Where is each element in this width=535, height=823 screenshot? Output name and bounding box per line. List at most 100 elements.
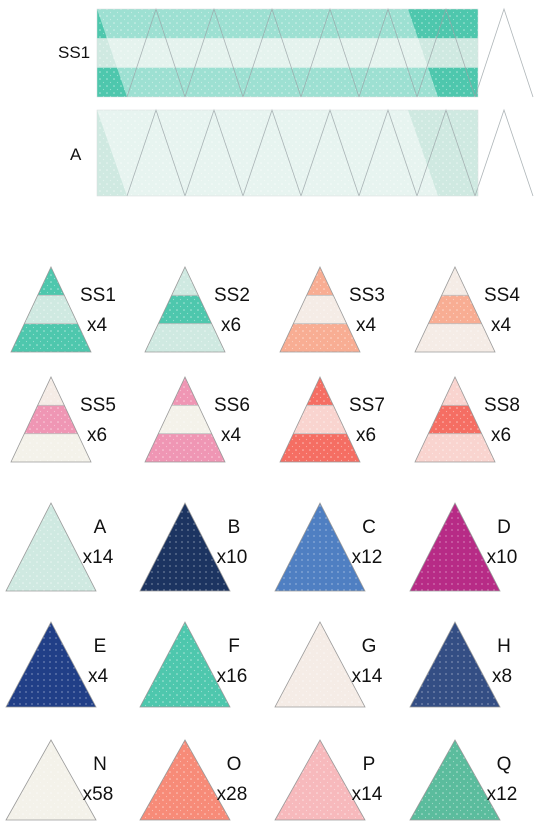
piece-label: G (362, 636, 377, 657)
piece-outline (409, 739, 501, 821)
piece-label: E (94, 636, 107, 657)
piece-label: B (228, 517, 241, 538)
piece-count: x6 (87, 425, 107, 446)
piece-outline (5, 502, 97, 592)
piece-outline (409, 502, 501, 592)
piece-label: SS6 (214, 395, 250, 416)
piece-label: F (228, 636, 240, 657)
piece-texture (11, 377, 91, 462)
piece-count: x10 (487, 547, 518, 568)
piece-label: SS5 (80, 395, 116, 416)
piece-texture (145, 267, 225, 352)
piece-texture (11, 267, 91, 352)
piece-texture (410, 622, 500, 707)
piece-texture (410, 740, 500, 820)
piece-outline (139, 621, 231, 708)
piece-outline (274, 502, 366, 592)
piece-label: SS1 (80, 285, 116, 306)
piece-outline (10, 266, 92, 353)
piece-count: x58 (83, 784, 114, 805)
piece-outline (144, 376, 226, 463)
piece-label: C (362, 517, 376, 538)
piece-count: x6 (221, 315, 241, 336)
strip-ss1: SS1 (58, 7, 534, 98)
piece-texture (6, 740, 96, 820)
piece-outline (274, 621, 366, 708)
piece-outline (414, 376, 496, 463)
piece-count: x4 (356, 315, 377, 336)
piece-outline (409, 621, 501, 708)
piece-label: A (94, 517, 107, 538)
piece-count: x8 (492, 666, 512, 687)
strip-label-a: A (70, 145, 82, 164)
strip-a-outline (96, 109, 479, 197)
piece-outline (144, 266, 226, 353)
piece-grid: SS1x4SS2x6SS3x4SS4x4SS5x6SS6x4SS7x6SS8x6… (5, 266, 520, 821)
piece-label: H (497, 636, 511, 657)
strip-ss1-overlay (97, 9, 438, 97)
piece-texture (280, 267, 360, 352)
piece-texture (275, 740, 365, 820)
piece-texture (280, 377, 360, 462)
piece-outline (139, 502, 231, 592)
piece-label: SS2 (214, 285, 250, 306)
piece-texture (140, 622, 230, 707)
piece-count: x12 (487, 784, 518, 805)
piece-texture (275, 622, 365, 707)
piece-outline (10, 376, 92, 463)
piece-label: N (93, 754, 107, 775)
piece-e: Ex4 (5, 621, 109, 708)
piece-texture (415, 267, 495, 352)
strip-a-overlay (97, 110, 438, 196)
piece-count: x6 (356, 425, 376, 446)
strip-label-ss1: SS1 (58, 43, 90, 62)
piece-outline (279, 376, 361, 463)
piece-label: O (227, 754, 242, 775)
piece-label: D (497, 517, 511, 538)
piece-h: Hx8 (409, 621, 512, 708)
strip-ss1-band-texture (97, 38, 478, 68)
piece-count: x4 (87, 315, 108, 336)
piece-count: x4 (88, 666, 109, 687)
piece-outline (274, 739, 366, 821)
piece-label: SS8 (484, 395, 520, 416)
strip-a: A (70, 108, 534, 197)
piece-texture (145, 377, 225, 462)
piece-texture (140, 740, 230, 820)
piece-outline (414, 266, 496, 353)
piece-count: x14 (352, 666, 383, 687)
piece-count: x12 (352, 547, 383, 568)
piece-label: SS3 (349, 285, 385, 306)
piece-label: SS4 (484, 285, 520, 306)
piece-count: x10 (217, 547, 248, 568)
piece-count: x16 (217, 666, 248, 687)
piece-label: Q (497, 754, 512, 775)
piece-outline (5, 739, 97, 821)
piece-outline (5, 621, 97, 708)
piece-label: P (363, 754, 376, 775)
piece-outline (279, 266, 361, 353)
strip-ss1-outline (96, 8, 479, 98)
piece-label: SS7 (349, 395, 385, 416)
piece-count: x14 (352, 784, 383, 805)
piece-count: x28 (217, 784, 248, 805)
piece-count: x6 (491, 425, 511, 446)
strip-ss1-band-texture (97, 67, 478, 97)
